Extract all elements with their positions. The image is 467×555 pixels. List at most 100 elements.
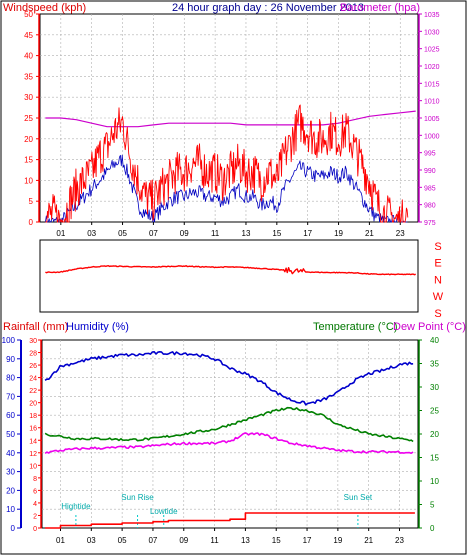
wind-y-tick-label: 45 xyxy=(24,31,33,40)
rain-y-tick-label: 20 xyxy=(29,401,37,408)
temp-x-tick-label: 07 xyxy=(148,536,157,545)
rain-y-tick-label: 24 xyxy=(29,376,37,383)
baro-y-tick-label: 1005 xyxy=(424,116,440,123)
rain-y-tick-label: 28 xyxy=(29,351,37,358)
humidity-y-tick-label: 0 xyxy=(11,524,16,533)
humidity-line xyxy=(44,350,414,406)
humidity-y-tick-label: 40 xyxy=(6,449,15,458)
wind-x-tick-label: 01 xyxy=(56,229,65,238)
wind-x-tick-label: 09 xyxy=(180,229,189,238)
wind-x-tick-label: 11 xyxy=(211,229,220,238)
compass-label-S: S xyxy=(434,241,441,253)
wind-y-tick-label: 40 xyxy=(24,52,33,61)
wind-direction-line xyxy=(45,265,416,276)
humidity-y-tick-label: 60 xyxy=(6,411,15,420)
rainfall-title: Rainfall (mm) xyxy=(3,321,68,333)
baro-y-tick-label: 1035 xyxy=(424,12,440,19)
rain-y-tick-label: 0 xyxy=(33,526,37,533)
wind-y-tick-label: 30 xyxy=(24,93,33,102)
wind-y-tick-label: 15 xyxy=(24,156,33,165)
temp-x-tick-label: 13 xyxy=(241,536,250,545)
rain-y-tick-label: 10 xyxy=(29,463,37,470)
temp-y-tick-label: 25 xyxy=(430,407,439,416)
wind-x-tick-label: 17 xyxy=(303,229,312,238)
humidity-title: Humidity (%) xyxy=(66,321,129,333)
baro-y-tick-label: 1015 xyxy=(424,81,440,88)
baro-y-tick-label: 1010 xyxy=(424,99,440,106)
annotation-label: Sun Set xyxy=(344,493,373,502)
rain-y-tick-label: 2 xyxy=(33,513,37,520)
humidity-y-tick-label: 20 xyxy=(6,486,15,495)
dewpoint-line xyxy=(44,432,414,455)
baro-y-tick-label: 1020 xyxy=(424,64,440,71)
humidity-y-tick-label: 10 xyxy=(6,505,15,514)
temp-x-tick-label: 01 xyxy=(56,536,65,545)
annotation-label: Sun Rise xyxy=(121,493,154,502)
baro-y-tick-label: 1025 xyxy=(424,47,440,54)
baro-y-tick-label: 1030 xyxy=(424,29,440,36)
wind-x-tick-label: 15 xyxy=(272,229,281,238)
temp-x-tick-label: 19 xyxy=(333,536,342,545)
wind-y-tick-label: 5 xyxy=(29,197,34,206)
compass-label-N: N xyxy=(434,274,442,286)
direction-plot-area xyxy=(39,239,419,313)
wind-y-tick-label: 50 xyxy=(24,10,33,19)
temperature-line xyxy=(44,406,414,443)
temperature-title: Temperature (°C) xyxy=(313,321,397,333)
temp-x-tick-label: 03 xyxy=(87,536,96,545)
rain-y-tick-label: 30 xyxy=(29,338,37,345)
annotation-label: Lowtide xyxy=(150,507,178,516)
baro-y-tick-label: 985 xyxy=(424,185,436,192)
rain-y-tick-label: 26 xyxy=(29,363,37,370)
humidity-y-tick-label: 30 xyxy=(6,468,15,477)
rain-y-tick-label: 22 xyxy=(29,388,37,395)
windspeed-line xyxy=(45,104,409,223)
temp-x-tick-label: 23 xyxy=(395,536,404,545)
baro-y-tick-label: 990 xyxy=(424,168,436,175)
rain-y-tick-label: 4 xyxy=(33,501,37,508)
wind-y-tick-label: 20 xyxy=(24,135,33,144)
humidity-y-tick-label: 70 xyxy=(6,392,15,401)
humidity-y-tick-label: 100 xyxy=(2,336,16,345)
rainfall-line xyxy=(45,512,415,529)
temp-y-tick-label: 40 xyxy=(430,336,439,345)
temp-x-tick-label: 15 xyxy=(272,536,281,545)
wind-x-tick-label: 23 xyxy=(396,229,405,238)
compass-label-W: W xyxy=(433,291,444,303)
wind-x-tick-label: 07 xyxy=(149,229,158,238)
wind-y-tick-label: 10 xyxy=(24,176,33,185)
compass-label-E: E xyxy=(434,258,441,270)
temp-x-tick-label: 11 xyxy=(210,536,219,545)
temp-y-tick-label: 20 xyxy=(430,430,439,439)
wind-x-tick-label: 13 xyxy=(242,229,251,238)
wind-x-tick-label: 05 xyxy=(118,229,127,238)
chart-layer: 0510152025303540455097598098599099510001… xyxy=(2,10,444,545)
humidity-y-tick-label: 50 xyxy=(6,430,15,439)
temp-y-tick-label: 5 xyxy=(430,501,435,510)
baro-y-tick-label: 980 xyxy=(424,203,436,210)
humidity-y-tick-label: 90 xyxy=(6,355,15,364)
compass-label-S: S xyxy=(434,308,441,320)
temp-y-tick-label: 30 xyxy=(430,383,439,392)
baro-y-tick-label: 995 xyxy=(424,151,436,158)
rain-y-tick-label: 14 xyxy=(29,438,37,445)
baro-y-tick-label: 1000 xyxy=(424,133,440,140)
rain-y-tick-label: 16 xyxy=(29,426,37,433)
rain-y-tick-label: 8 xyxy=(33,476,37,483)
temp-x-tick-label: 21 xyxy=(364,536,373,545)
wind-y-tick-label: 0 xyxy=(29,218,34,227)
annotation-label: Hightide xyxy=(61,502,91,511)
gust-line xyxy=(45,154,408,223)
temp-x-tick-label: 17 xyxy=(303,536,312,545)
rain-y-tick-label: 6 xyxy=(33,488,37,495)
wind-y-tick-label: 35 xyxy=(24,72,33,81)
windspeed-title: Windspeed (kph) xyxy=(3,2,86,14)
rain-y-tick-label: 12 xyxy=(29,451,37,458)
temp-y-tick-label: 10 xyxy=(430,477,439,486)
barometer-title: Barometer (hpa) xyxy=(340,2,420,14)
wind-x-tick-label: 21 xyxy=(365,229,374,238)
humidity-y-tick-label: 80 xyxy=(6,374,15,383)
baro-y-tick-label: 975 xyxy=(424,220,436,227)
